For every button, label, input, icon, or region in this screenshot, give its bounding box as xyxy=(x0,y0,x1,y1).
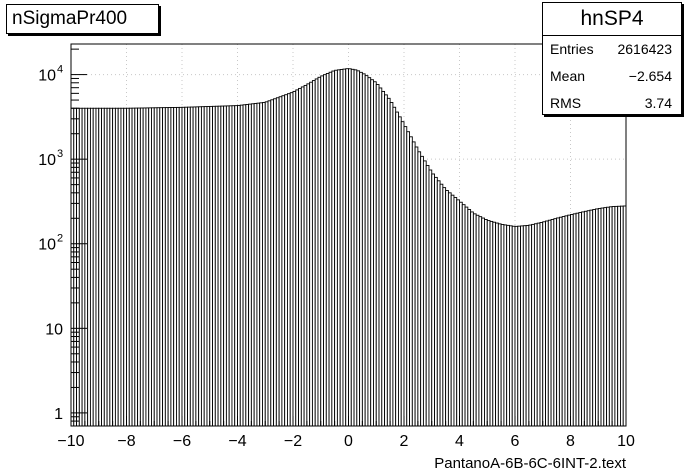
x-axis: −10 −8 −6 −4 −2 0 2 4 6 8 10 xyxy=(57,416,635,450)
x-tick-label: −2 xyxy=(284,433,302,450)
y-tick-label: 10 xyxy=(38,152,56,169)
title-text: nSigmaPr400 xyxy=(12,8,128,29)
x-tick-label: 0 xyxy=(344,433,353,450)
stats-label: Entries xyxy=(550,41,594,57)
stats-label: Mean xyxy=(550,68,586,84)
stats-row-entries: Entries 2616423 xyxy=(543,36,681,63)
stats-row-rms: RMS 3.74 xyxy=(543,90,681,117)
stats-label: RMS xyxy=(550,95,582,111)
histogram-bars xyxy=(70,68,627,427)
y-tick-exponent: 4 xyxy=(57,64,63,76)
x-tick-label: 6 xyxy=(511,433,520,450)
x-tick-label: 2 xyxy=(400,433,409,450)
y-tick-exponent: 3 xyxy=(57,148,63,160)
x-axis-label: PantanoA-6B-6C-6INT-2.text xyxy=(434,455,627,472)
y-tick-label: 10 xyxy=(38,68,56,85)
x-tick-label: 10 xyxy=(617,433,635,450)
x-tick-label: −8 xyxy=(117,433,135,450)
stats-value: 3.74 xyxy=(644,95,672,111)
stats-value: −2.654 xyxy=(628,68,672,84)
histogram-title: nSigmaPr400 xyxy=(6,4,159,34)
y-tick-exponent: 2 xyxy=(57,233,63,245)
y-tick-label: 10 xyxy=(38,237,56,254)
y-tick-label: 1 xyxy=(54,406,63,423)
x-tick-label: −6 xyxy=(173,433,191,450)
x-tick-label: −4 xyxy=(228,433,246,450)
stats-value: 2616423 xyxy=(617,41,672,57)
x-tick-label: 8 xyxy=(566,433,575,450)
stats-row-mean: Mean −2.654 xyxy=(543,63,681,90)
x-tick-label: −10 xyxy=(57,433,84,450)
x-tick-label: 4 xyxy=(455,433,464,450)
stats-histogram-name: hnSP4 xyxy=(543,3,681,36)
stats-box: hnSP4 Entries 2616423 Mean −2.654 RMS 3.… xyxy=(542,2,682,115)
y-tick-label: 10 xyxy=(45,321,63,338)
